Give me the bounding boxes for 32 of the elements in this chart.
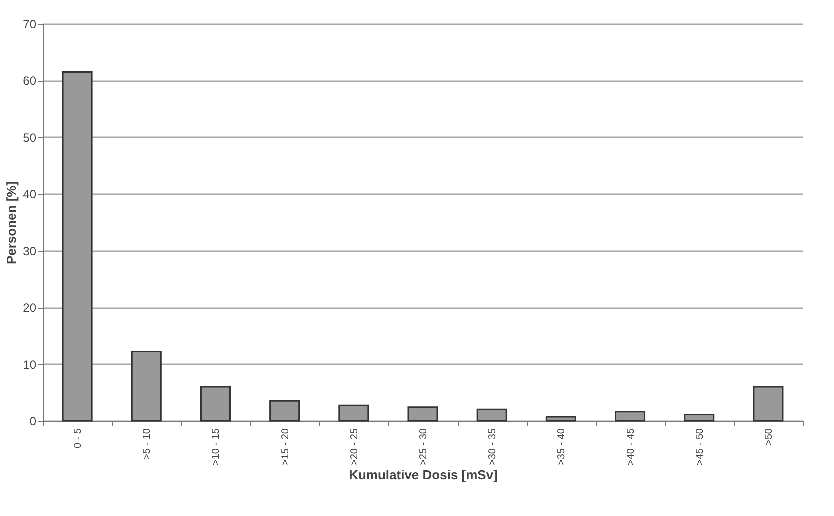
x-tick-label: >5 - 10 (142, 428, 154, 460)
bar (684, 414, 715, 422)
x-tick-label: >35 - 40 (556, 428, 568, 466)
bar (476, 408, 508, 422)
x-tick-label: >40 - 45 (626, 428, 637, 466)
bar (408, 406, 438, 422)
bar (200, 386, 231, 422)
bar (62, 71, 93, 422)
bar (338, 404, 370, 422)
bar (270, 400, 300, 422)
bar (753, 386, 784, 422)
bar (546, 416, 576, 422)
bar (615, 411, 646, 422)
y-tick-label: 60 (23, 74, 37, 88)
y-tick-label: 20 (23, 301, 37, 316)
bar (131, 351, 162, 422)
x-tick-label: >10 - 15 (211, 428, 222, 466)
y-tick-label: 40 (23, 188, 37, 202)
y-tick-label: 0 (30, 414, 37, 428)
x-axis-title: Kumulative Dosis [mSv] (349, 467, 498, 482)
x-tick-label: >45 - 50 (694, 428, 706, 466)
x-tick-label: 0 - 5 (73, 428, 84, 449)
y-axis-title: Personen [%] (4, 181, 20, 265)
y-tick-label: 30 (23, 244, 37, 258)
x-tick-label: >15 - 20 (280, 428, 292, 466)
x-tick-label: >25 - 30 (418, 428, 430, 466)
y-tick-label: 10 (23, 358, 37, 372)
x-tick-label: >50 (764, 428, 775, 446)
y-tick-label: 50 (23, 130, 37, 145)
x-tick-label: >20 - 25 (349, 428, 360, 466)
y-tick-label: 70 (23, 18, 37, 32)
x-tick-label: >30 - 35 (488, 428, 499, 466)
